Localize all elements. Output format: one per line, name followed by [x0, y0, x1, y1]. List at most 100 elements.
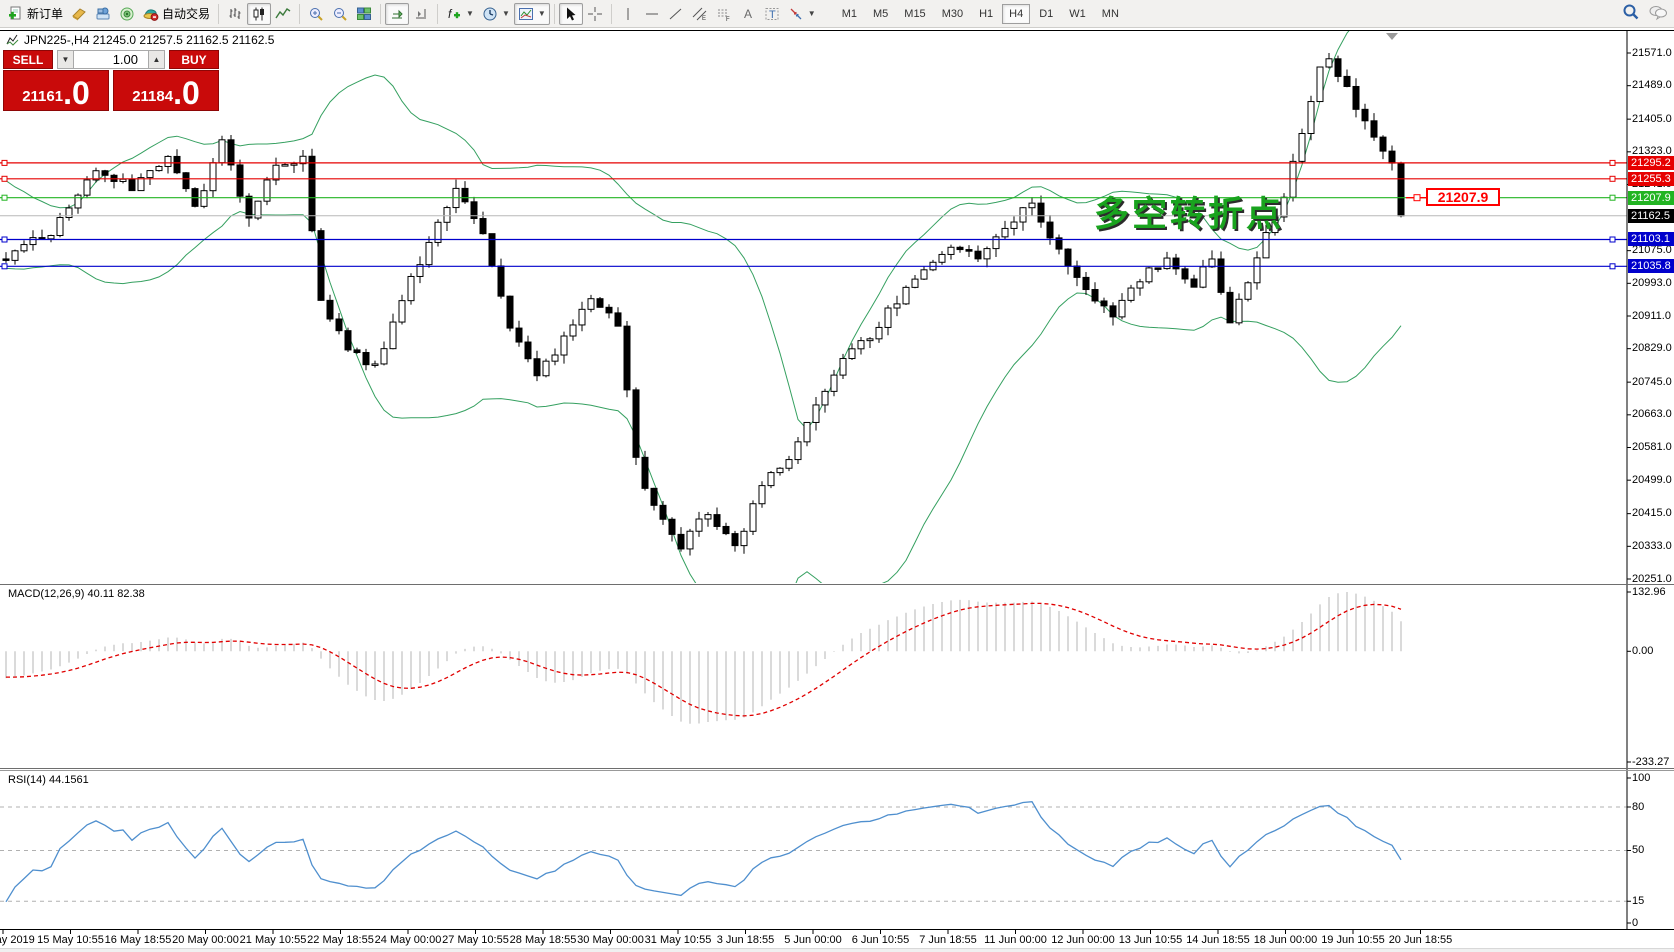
- zoom-in-button[interactable]: [304, 3, 328, 25]
- pane-separator[interactable]: [0, 768, 1674, 769]
- new-order-label: 新订单: [27, 7, 64, 21]
- periods-button[interactable]: ▼: [478, 3, 514, 25]
- channel-tool[interactable]: E: [688, 3, 712, 25]
- time-label: 19 Jun 10:55: [1321, 934, 1385, 946]
- macd-zero-tick: 0.00: [1632, 644, 1654, 657]
- signal-button[interactable]: [115, 3, 139, 25]
- sell-button[interactable]: SELL: [3, 50, 53, 69]
- buy-price[interactable]: 21184.0: [113, 70, 219, 111]
- tile-windows-icon: [357, 7, 372, 20]
- indicators-icon: f: [448, 7, 461, 21]
- time-label: 11 Jun 00:00: [984, 934, 1047, 946]
- text-icon: A: [744, 7, 752, 21]
- time-label: 30 May 00:00: [577, 934, 644, 946]
- search-icon[interactable]: [1622, 3, 1640, 21]
- gray-down-triangle-marker[interactable]: [1386, 33, 1398, 40]
- arrows-tool[interactable]: ▼: [784, 3, 820, 25]
- templates-button[interactable]: ▼: [513, 2, 550, 25]
- trendline-icon: [669, 8, 682, 19]
- chart-title-text: JPN225-,H4 21245.0 21257.5 21162.5 21162…: [24, 33, 275, 47]
- vertical-line-tool[interactable]: [616, 3, 640, 25]
- price-line-badge: 21035.8: [1628, 259, 1674, 274]
- indicators-button[interactable]: f ▼: [448, 6, 474, 21]
- time-label: 6 Jun 10:55: [851, 934, 910, 946]
- chart-shift-button[interactable]: [409, 3, 433, 25]
- svg-text:f: f: [448, 7, 453, 21]
- cursor-tool-button[interactable]: [558, 2, 583, 25]
- svg-text:A: A: [744, 7, 752, 21]
- trendline-tool[interactable]: [664, 3, 688, 25]
- tab-mn[interactable]: MN: [1101, 7, 1119, 20]
- price-line-badge: 21207.9: [1628, 190, 1674, 205]
- tab-m30[interactable]: M30: [941, 7, 964, 20]
- cursor-icon: [566, 7, 576, 20]
- tile-windows-button[interactable]: [352, 3, 376, 25]
- price-tick: 21405.0: [1632, 112, 1672, 125]
- sell-price[interactable]: 21161.0: [3, 70, 109, 111]
- sell-price-dec: .0: [63, 75, 90, 111]
- auto-trading-button[interactable]: 自动交易: [139, 3, 214, 25]
- navigator-icon: [96, 7, 110, 19]
- chart-window-top-border: [0, 30, 1674, 31]
- svg-text:F: F: [726, 17, 730, 22]
- toolbar-separator: [437, 3, 439, 24]
- horizontal-line-tool[interactable]: [640, 3, 664, 25]
- price-tick: 20663.0: [1632, 408, 1672, 421]
- chart-text-annotation[interactable]: 多空转折点: [1094, 195, 1285, 234]
- price-tick: 20745.0: [1632, 375, 1672, 388]
- pane-separator[interactable]: [0, 584, 1674, 585]
- chat-icon[interactable]: [1648, 3, 1668, 21]
- label-tool[interactable]: T: [760, 3, 784, 25]
- tab-m1[interactable]: M1: [841, 7, 857, 20]
- price-tick: 21075.0: [1632, 244, 1672, 257]
- fibonacci-tool[interactable]: F: [712, 3, 736, 25]
- pane-separator[interactable]: [0, 770, 1674, 771]
- crosshair-icon: [587, 6, 602, 21]
- price-line-badge: 21255.3: [1628, 171, 1674, 186]
- market-watch-button[interactable]: [67, 3, 91, 25]
- volume-decrease-button[interactable]: ▼: [57, 50, 74, 69]
- candlestick-chart-button[interactable]: [247, 2, 272, 25]
- auto-trading-label: 自动交易: [162, 7, 211, 21]
- crosshair-tool-button[interactable]: [583, 3, 607, 25]
- chart-shift-icon: [416, 8, 427, 18]
- tab-w1[interactable]: W1: [1069, 7, 1086, 20]
- price-tick: 20499.0: [1632, 473, 1672, 486]
- volume-increase-button[interactable]: ▲: [148, 50, 165, 69]
- tab-m15[interactable]: M15: [904, 7, 926, 20]
- buy-button[interactable]: BUY: [169, 50, 219, 69]
- price-tick: 21489.0: [1632, 79, 1672, 92]
- price-tick: 20993.0: [1632, 276, 1672, 289]
- navigator-button[interactable]: [91, 3, 115, 25]
- price-callout-box[interactable]: 21207.9: [1426, 188, 1500, 206]
- tab-h1[interactable]: H1: [979, 7, 994, 20]
- bar-chart-button[interactable]: [223, 3, 247, 25]
- zoom-in-icon: [310, 7, 323, 21]
- equidistant-channel-icon: E: [692, 7, 707, 22]
- new-order-button[interactable]: 新订单: [4, 3, 67, 25]
- time-label: 31 May 10:55: [644, 934, 712, 946]
- tab-m5[interactable]: M5: [873, 7, 889, 20]
- templates-icon: [518, 7, 533, 20]
- text-tool[interactable]: A: [736, 3, 760, 25]
- auto-scroll-button[interactable]: [385, 2, 410, 25]
- time-label: 14 May 2019: [0, 934, 35, 946]
- price-tick: 20415.0: [1632, 507, 1672, 520]
- time-label: 16 May 18:55: [104, 934, 172, 946]
- tab-d1[interactable]: D1: [1039, 7, 1054, 20]
- tab-h4[interactable]: H4: [1002, 3, 1031, 24]
- line-chart-button[interactable]: [271, 3, 295, 25]
- buy-price-dec: .0: [173, 75, 200, 111]
- one-click-trading-panel: SELL ▼ 1.00 ▲ BUY 21161.0 21184.0: [3, 50, 219, 111]
- candlestick-icon: [253, 7, 265, 20]
- vertical-line-icon: [627, 7, 629, 20]
- time-label: 24 May 00:00: [374, 934, 442, 946]
- timeframe-toolbar: M1 M5 M15 M30 H1 H4 D1 W1 MN: [834, 3, 1127, 24]
- time-label: 14 Jun 18:55: [1186, 934, 1250, 946]
- volume-input[interactable]: 1.00: [74, 50, 148, 69]
- time-label: 22 May 18:55: [307, 934, 374, 946]
- zoom-out-button[interactable]: [328, 3, 352, 25]
- toolbar-separator: [610, 3, 612, 24]
- rsi-tick: 0: [1632, 916, 1639, 929]
